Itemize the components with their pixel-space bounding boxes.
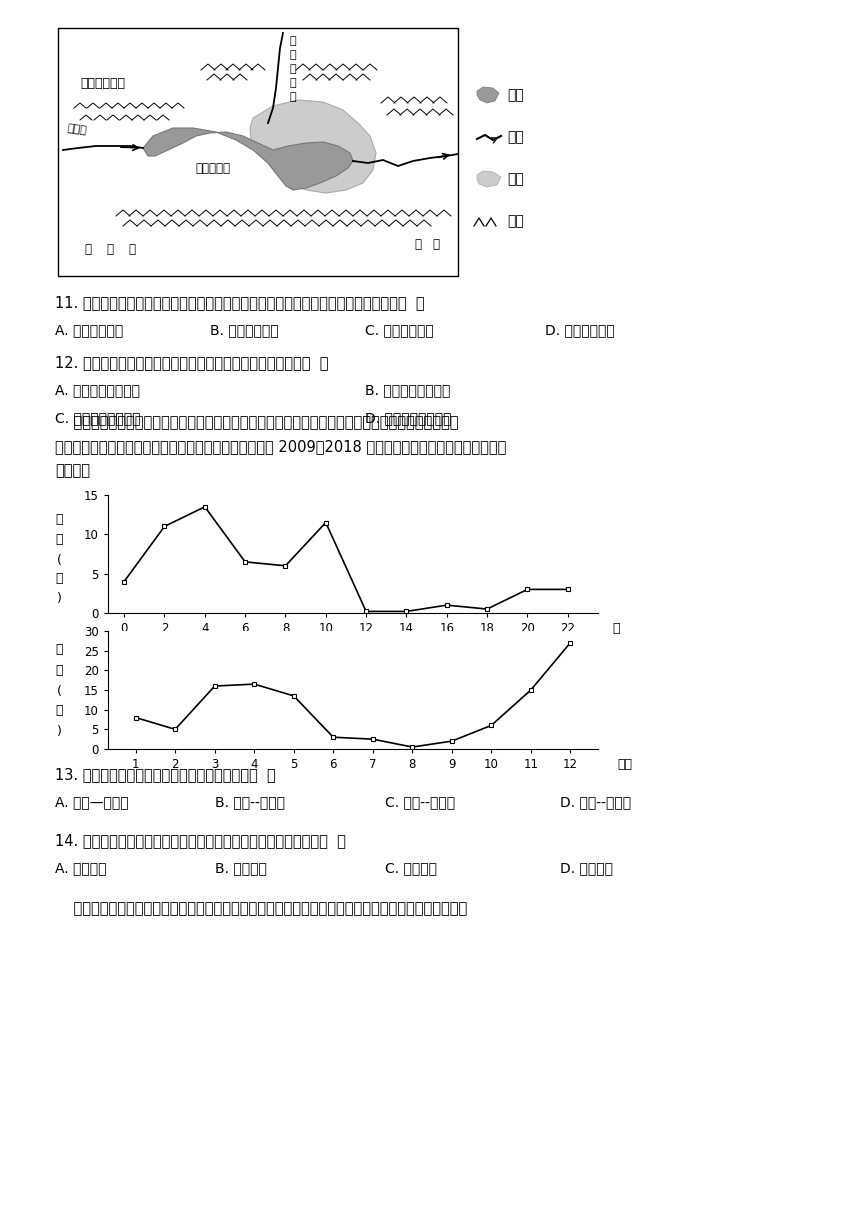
Text: 倒石堆是一种发育在岩壁下由大量松散且呈棱角状的岩屑堆积而成的坡地地貌（下图），在天山等高山: 倒石堆是一种发育在岩壁下由大量松散且呈棱角状的岩屑堆积而成的坡地地貌（下图），在… [55,901,467,916]
Text: 河流: 河流 [507,130,524,143]
Text: 布尔汗布达山: 布尔汗布达山 [80,77,125,90]
Text: 次: 次 [55,572,63,585]
Text: C. 白天--下山风: C. 白天--下山风 [385,795,455,809]
Text: A. 地壳不断抬升: A. 地壳不断抬升 [55,323,123,337]
Text: D. 纬度位置: D. 纬度位置 [560,861,613,876]
Text: (: ( [57,554,61,567]
Text: 日: 日 [55,643,63,655]
Text: 田: 田 [433,238,439,250]
Bar [58,28,458,276]
Text: 里: 里 [290,78,297,88]
Text: (: ( [57,686,61,698]
Text: C. 太阳辐射: C. 太阳辐射 [385,861,437,876]
Polygon shape [477,88,499,103]
Text: 湿地: 湿地 [507,171,524,186]
Text: 面小题。: 面小题。 [55,463,90,478]
Text: 数: 数 [55,664,63,677]
Text: 歇: 歇 [290,36,297,46]
Polygon shape [143,128,353,190]
Polygon shape [250,100,376,193]
Text: 东: 东 [415,238,421,250]
Text: 12. 冬给措纳湖流域北部拥有大片湿地，其形成的地质条件是（  ）: 12. 冬给措纳湖流域北部拥有大片湿地，其形成的地质条件是（ ） [55,355,329,370]
Text: 马: 马 [290,50,297,60]
Text: 焚风是过山气流在山脉背风坡下沉时形成的一种干热的地方性风，对生产、生活都有一定的影响。太: 焚风是过山气流在山脉背风坡下沉时形成的一种干热的地方性风，对生产、生活都有一定的… [55,415,458,430]
Text: D. 白天--上山风: D. 白天--上山风 [560,795,631,809]
Text: C. 地壳处于沉降时期: C. 地壳处于沉降时期 [55,411,140,426]
Text: B. 熔岩台地面积较大: B. 熔岩台地面积较大 [365,383,451,396]
Text: 14. 导致该城市焚风现象发生日数存在明显季节差异的主要原因是（  ）: 14. 导致该城市焚风现象发生日数存在明显季节差异的主要原因是（ ） [55,833,346,848]
Text: 布: 布 [84,243,91,257]
Text: A. 岩石水平成层分布: A. 岩石水平成层分布 [55,383,140,396]
Text: D. 人类干扰较少: D. 人类干扰较少 [545,323,615,337]
Text: 托索河: 托索河 [66,123,87,136]
Text: 行山东麓是我国焚风现象的频发区，下图为该区域某城市 2009～2018 年的焚风现象统计示意。据此完成下: 行山东麓是我国焚风现象的频发区，下图为该区域某城市 2009～2018 年的焚风… [55,439,507,454]
Text: A. 夜间—上山风: A. 夜间—上山风 [55,795,129,809]
Polygon shape [477,171,501,187]
Text: A. 大气环流: A. 大气环流 [55,861,107,876]
Text: 山: 山 [128,243,136,257]
Text: 时: 时 [612,623,620,636]
Text: 次: 次 [55,533,63,546]
Text: B. 河流水的补给: B. 河流水的补给 [210,323,279,337]
Text: B. 海陆位置: B. 海陆位置 [215,861,267,876]
Text: 河: 河 [290,92,297,102]
Text: 月份: 月份 [617,759,633,771]
Text: B. 夜间--下山风: B. 夜间--下山风 [215,795,285,809]
Text: ): ) [57,726,61,738]
Text: 13. 该城市焚风现象日高峰时段及其影响因素为（  ）: 13. 该城市焚风现象日高峰时段及其影响因素为（ ） [55,767,276,782]
Text: 天: 天 [55,704,63,717]
Text: D. 地下永久冻土深厚: D. 地下永久冻土深厚 [365,411,452,426]
Text: 冬给措纳湖: 冬给措纳湖 [195,162,230,175]
Text: 11. 在常年蒸发量大于降水量的环境中，冬给措纳湖水位保持基本稳定，可能的原因是（  ）: 11. 在常年蒸发量大于降水量的环境中，冬给措纳湖水位保持基本稳定，可能的原因是… [55,295,425,310]
Text: ): ) [57,592,61,604]
Text: 昂: 昂 [290,64,297,74]
Text: 湖泊: 湖泊 [507,88,524,102]
Text: 青: 青 [107,243,114,257]
Text: 频: 频 [55,513,63,525]
Text: 山脉: 山脉 [507,214,524,229]
Text: C. 湖泊泥沙淤积: C. 湖泊泥沙淤积 [365,323,433,337]
